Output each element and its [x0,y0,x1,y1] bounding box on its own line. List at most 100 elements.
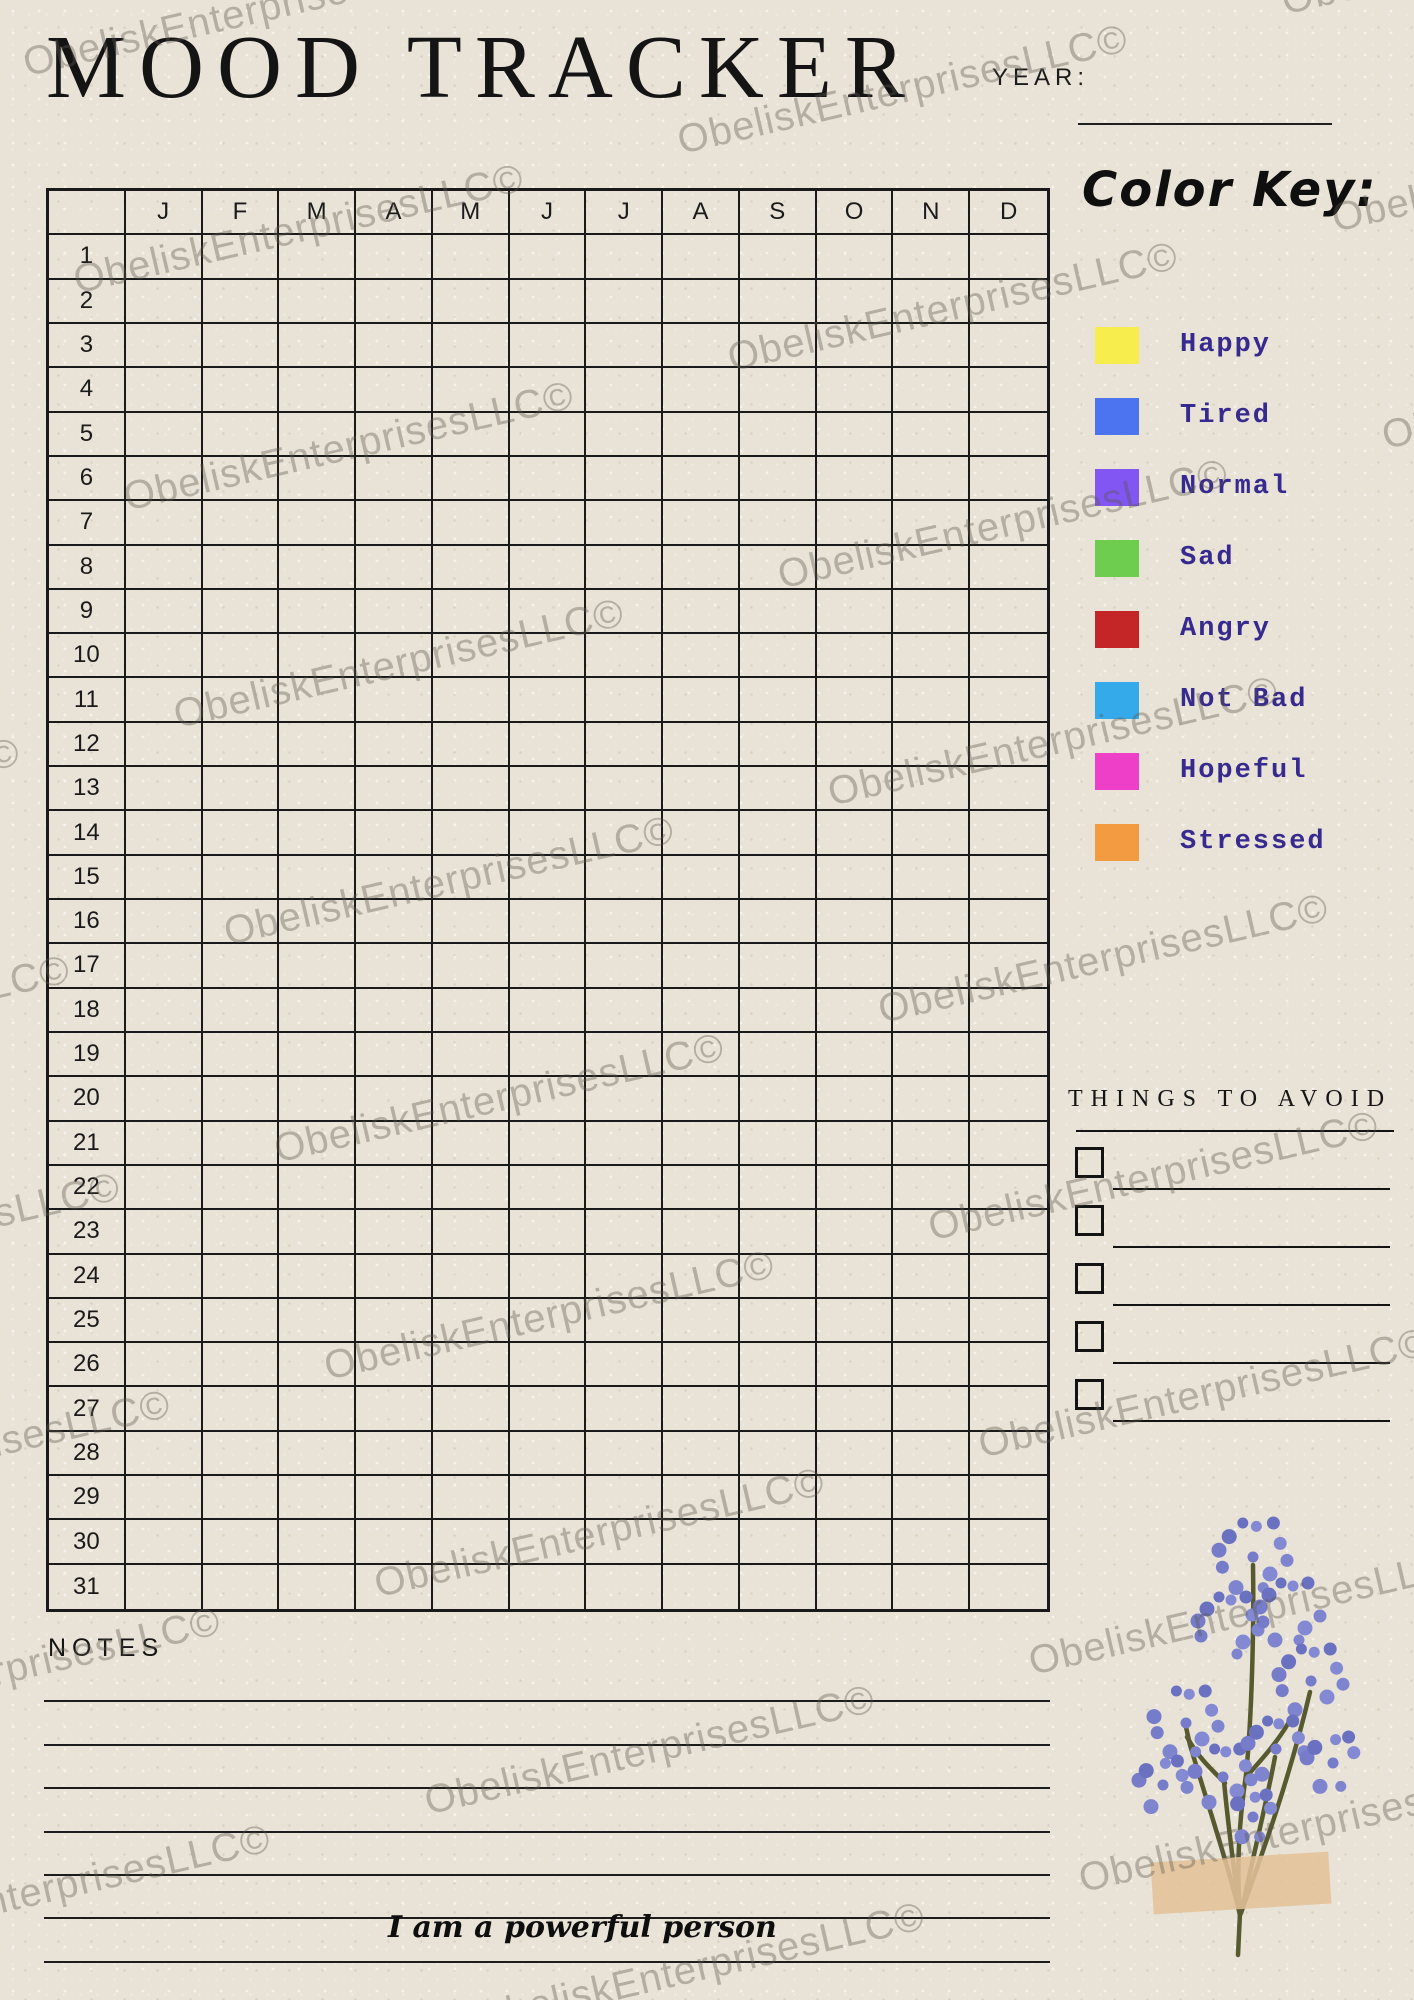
mood-cell[interactable] [970,1077,1047,1122]
mood-cell[interactable] [970,457,1047,502]
mood-cell[interactable] [816,1431,894,1477]
mood-cell[interactable] [893,279,971,324]
mood-cell[interactable] [202,634,280,679]
mood-cell[interactable] [893,589,971,635]
mood-cell[interactable] [816,1121,894,1166]
mood-cell[interactable] [432,811,510,856]
mood-cell[interactable] [893,456,971,502]
mood-cell[interactable] [893,1431,971,1477]
mood-cell[interactable] [509,412,587,457]
mood-cell[interactable] [509,501,587,546]
mood-cell[interactable] [279,988,357,1033]
mood-cell[interactable] [356,634,433,679]
avoid-writing-line[interactable] [1076,1130,1394,1132]
mood-cell[interactable] [279,1165,357,1211]
mood-cell[interactable] [202,811,280,856]
mood-cell[interactable] [356,722,433,768]
mood-cell[interactable] [586,1431,664,1477]
mood-cell[interactable] [432,944,510,989]
mood-cell[interactable] [509,855,587,900]
mood-cell[interactable] [816,811,894,856]
mood-cell[interactable] [586,767,664,812]
mood-cell[interactable] [586,279,664,324]
mood-cell[interactable] [279,1564,357,1609]
mood-cell[interactable] [433,1564,510,1609]
mood-cell[interactable] [202,412,280,457]
mood-cell[interactable] [817,1564,894,1609]
mood-cell[interactable] [432,1121,510,1166]
mood-cell[interactable] [125,1343,203,1388]
mood-cell[interactable] [970,1476,1047,1521]
mood-cell[interactable] [970,1166,1047,1211]
notes-writing-line[interactable] [44,1876,1050,1920]
mood-cell[interactable] [202,589,280,635]
notes-writing-line[interactable] [44,1919,1050,1963]
notes-writing-line[interactable] [44,1702,1050,1746]
mood-cell[interactable] [279,634,357,679]
mood-cell[interactable] [739,900,817,945]
mood-cell[interactable] [586,678,664,723]
mood-cell[interactable] [663,678,740,723]
mood-cell[interactable] [893,988,971,1033]
mood-cell[interactable] [663,1564,740,1609]
mood-cell[interactable] [279,722,357,768]
mood-cell[interactable] [739,1077,817,1122]
mood-cell[interactable] [816,1032,894,1078]
mood-cell[interactable] [663,1431,740,1477]
mood-cell[interactable] [356,1343,433,1388]
avoid-writing-line[interactable] [1113,1246,1390,1248]
mood-cell[interactable] [893,1121,971,1166]
mood-cell[interactable] [663,1387,740,1432]
mood-cell[interactable] [970,989,1047,1033]
mood-cell[interactable] [125,1431,203,1477]
mood-cell[interactable] [739,1121,817,1166]
mood-cell[interactable] [739,1431,817,1477]
mood-cell[interactable] [356,279,433,324]
mood-cell[interactable] [202,1121,280,1166]
mood-cell[interactable] [586,368,664,413]
mood-cell[interactable] [279,368,357,413]
mood-cell[interactable] [893,1520,971,1565]
mood-cell[interactable] [125,589,203,635]
mood-cell[interactable] [125,1387,203,1432]
mood-cell[interactable] [202,1165,280,1211]
mood-cell[interactable] [356,412,433,457]
mood-cell[interactable] [893,855,971,900]
mood-cell[interactable] [739,501,817,546]
mood-cell[interactable] [970,501,1047,546]
mood-cell[interactable] [125,456,203,502]
mood-cell[interactable] [202,368,280,413]
mood-cell[interactable] [586,235,664,280]
mood-cell[interactable] [586,1343,664,1388]
mood-cell[interactable] [279,1387,357,1432]
mood-cell[interactable] [432,1431,510,1477]
mood-cell[interactable] [356,1298,433,1344]
mood-cell[interactable] [356,944,433,989]
mood-cell[interactable] [279,501,357,546]
mood-cell[interactable] [202,323,280,369]
mood-cell[interactable] [586,501,664,546]
mood-cell[interactable] [202,1387,280,1432]
mood-cell[interactable] [816,501,894,546]
mood-cell[interactable] [970,900,1047,945]
mood-cell[interactable] [893,1564,971,1609]
mood-cell[interactable] [739,1298,817,1344]
mood-cell[interactable] [586,1564,664,1609]
mood-cell[interactable] [586,1077,664,1122]
mood-cell[interactable] [125,279,203,324]
mood-cell[interactable] [279,900,357,945]
mood-cell[interactable] [125,545,203,590]
mood-cell[interactable] [893,368,971,413]
mood-cell[interactable] [356,1476,433,1521]
mood-cell[interactable] [816,545,894,590]
mood-cell[interactable] [739,589,817,635]
mood-cell[interactable] [663,412,740,457]
mood-cell[interactable] [202,456,280,502]
mood-cell[interactable] [893,767,971,812]
mood-cell[interactable] [432,767,510,812]
mood-cell[interactable] [893,1254,971,1299]
mood-cell[interactable] [125,900,203,945]
mood-cell[interactable] [893,501,971,546]
mood-cell[interactable] [816,722,894,768]
mood-cell[interactable] [203,1564,280,1609]
